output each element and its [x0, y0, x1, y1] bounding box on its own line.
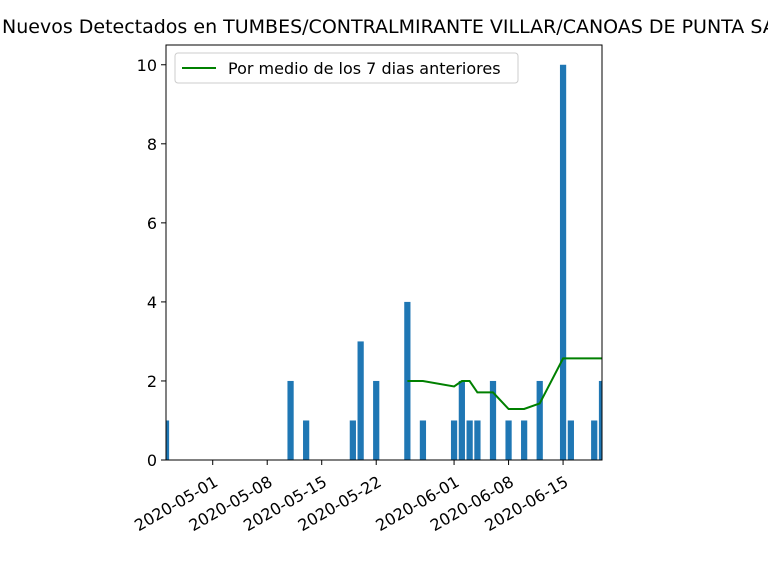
bar-2020-06-16 — [567, 420, 574, 460]
bar-2020-06-19 — [591, 420, 598, 460]
bar-2020-06-08 — [505, 420, 512, 460]
bar-2020-05-11 — [287, 380, 294, 460]
x-axis: 2020-05-012020-05-082020-05-152020-05-22… — [131, 460, 571, 535]
y-tick-label-4: 4 — [147, 293, 157, 312]
chart-title: Nuevos Detectados en TUMBES/CONTRALMIRAN… — [2, 16, 768, 38]
legend-box — [174, 52, 519, 84]
plot-frame — [165, 44, 603, 461]
bar-2020-06-04 — [474, 420, 481, 460]
bar-2020-06-01 — [450, 420, 458, 460]
bar-2020-06-02 — [458, 380, 465, 460]
y-tick-label-0: 0 — [147, 451, 157, 470]
moving-average-line — [407, 357, 602, 410]
bar-2020-06-15 — [559, 64, 567, 460]
moving-average-line-group — [407, 357, 602, 410]
bar-2020-04-25 — [166, 420, 170, 460]
y-tick-label-2: 2 — [147, 372, 157, 391]
bar-2020-06-10 — [521, 420, 528, 460]
bar-2020-05-28 — [419, 420, 427, 460]
bar-2020-06-12 — [536, 380, 543, 460]
bar-2020-05-22 — [373, 380, 380, 460]
y-tick-label-10: 10 — [137, 56, 157, 75]
bar-2020-06-06 — [489, 380, 497, 460]
y-axis: 0 2 4 6 8 10 — [137, 56, 166, 470]
bar-2020-06-20 — [598, 380, 602, 460]
y-tick-label-6: 6 — [147, 214, 157, 233]
bar-2020-05-19 — [349, 420, 356, 460]
bar-2020-05-13 — [303, 420, 310, 460]
legend: Por medio de los 7 dias anteriores — [174, 52, 519, 84]
bars-group — [166, 64, 602, 460]
legend-label: Por medio de los 7 dias anteriores — [228, 59, 501, 78]
bar-2020-06-03 — [466, 420, 473, 460]
y-tick-label-8: 8 — [147, 135, 157, 154]
bar-2020-05-20 — [357, 341, 364, 460]
bar-2020-05-26 — [404, 301, 411, 460]
